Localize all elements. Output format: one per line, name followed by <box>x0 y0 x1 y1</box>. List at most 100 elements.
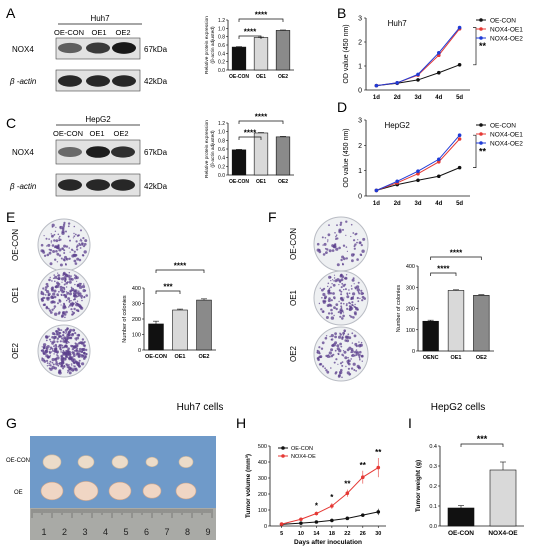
y-tick-label: 400 <box>406 264 415 270</box>
ruler-strip <box>30 508 216 540</box>
colony <box>64 255 67 259</box>
colony <box>64 305 67 308</box>
colony <box>53 295 57 299</box>
colony <box>65 363 69 367</box>
colony <box>329 356 331 358</box>
colony <box>335 307 338 311</box>
colony <box>71 278 74 281</box>
colony <box>51 308 54 311</box>
data-point <box>299 521 303 525</box>
colony <box>61 346 64 349</box>
colony <box>360 354 364 358</box>
colony <box>354 350 357 354</box>
colony <box>348 308 351 311</box>
colony <box>333 244 337 249</box>
colony <box>355 232 358 235</box>
colony <box>61 361 65 365</box>
colony <box>59 285 63 289</box>
y-axis-label: OD value (450 nm) <box>343 128 350 187</box>
colony-dishes-f: OE-CON OE1 OE2 <box>289 216 369 382</box>
data-point <box>361 475 365 480</box>
colony <box>73 274 76 276</box>
colony <box>78 365 81 368</box>
colony <box>356 258 359 261</box>
colony <box>358 341 360 343</box>
colony <box>45 352 48 354</box>
ruler-number: 3 <box>82 527 87 537</box>
significance-label: * <box>315 502 319 511</box>
colony <box>339 370 343 375</box>
colony <box>328 224 330 227</box>
colony <box>344 335 348 339</box>
colony <box>55 330 58 333</box>
colony <box>362 237 366 241</box>
panel-letter-d: D <box>337 99 347 115</box>
colony <box>59 235 61 238</box>
y-tick-label: 1.0 <box>218 26 225 32</box>
colony <box>53 349 57 352</box>
colony <box>71 254 75 258</box>
colony <box>61 294 63 297</box>
colony <box>64 316 66 319</box>
colony <box>53 300 56 304</box>
significance-bracket <box>430 272 457 276</box>
colony <box>61 230 65 234</box>
blot-band <box>58 42 82 54</box>
tumor-sample <box>142 483 162 499</box>
data-point <box>416 72 420 77</box>
colony <box>65 355 68 358</box>
y-axis-label: Tumor weight (g) <box>415 460 422 512</box>
colony <box>72 249 74 252</box>
colony <box>328 351 332 355</box>
colony <box>65 258 67 260</box>
colony <box>58 237 60 239</box>
blot-cell-line-label: Huh7 <box>90 14 110 23</box>
colony <box>53 274 55 276</box>
colony <box>346 295 350 299</box>
colony <box>70 275 72 277</box>
colony <box>51 244 55 247</box>
blot-lane-label: OE1 <box>91 28 106 37</box>
dish-label: OE2 <box>289 345 298 362</box>
colony <box>55 226 57 228</box>
colony <box>73 225 76 228</box>
colony <box>49 346 53 349</box>
x-tick-label: 30 <box>375 531 381 537</box>
data-point <box>330 504 334 508</box>
colony <box>342 350 345 352</box>
significance-bracket <box>155 269 205 273</box>
blot-band <box>112 75 136 87</box>
colony <box>75 240 78 243</box>
significance-label: **** <box>244 28 257 37</box>
x-tick-label: 10 <box>298 531 304 537</box>
colony <box>50 340 52 343</box>
tumor-volume-chart: 0 100 200 300 400 500 5 10 14 18 22 26 30 Days after … <box>245 444 386 546</box>
series-line <box>376 27 460 87</box>
colony <box>70 286 73 289</box>
colony <box>361 249 365 253</box>
colony <box>76 276 79 280</box>
colony <box>68 371 72 375</box>
colony <box>324 295 328 299</box>
colony <box>75 353 78 356</box>
colony <box>352 316 355 319</box>
x-tick-label: OE2 <box>198 354 209 360</box>
colony <box>342 284 346 287</box>
significance-label: ** <box>375 448 382 457</box>
colony <box>52 340 56 344</box>
tumor-sample <box>108 481 132 501</box>
colony <box>76 291 80 295</box>
y-tick-label: 0 <box>358 88 362 95</box>
colony <box>67 235 70 238</box>
y-tick-label: 0.4 <box>218 51 225 57</box>
legend-label: NOX4-OE1 <box>490 27 523 34</box>
colony <box>55 362 59 366</box>
colony <box>335 238 337 240</box>
tumor-photo: 1 2 3 4 5 6 7 8 9 <box>30 436 216 540</box>
chart-title: HepG2 <box>385 121 411 130</box>
y-tick-label: 0.2 <box>218 164 225 170</box>
colony <box>69 292 72 296</box>
colony <box>60 315 64 318</box>
data-point <box>345 491 350 496</box>
colony <box>67 225 70 228</box>
